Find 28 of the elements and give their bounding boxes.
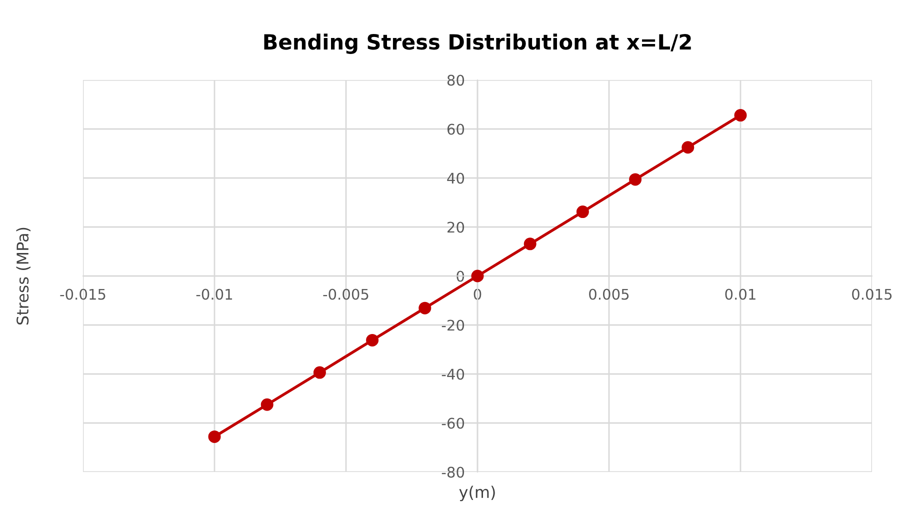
- point: [734, 109, 747, 122]
- chart-title: Bending Stress Distribution at x=L/2: [264, 34, 691, 54]
- y-tick-label: 80: [447, 74, 464, 86]
- x-axis-title: y(m): [459, 486, 495, 502]
- x-tick-label: -0.015: [60, 288, 106, 300]
- x-tick-label: -0.005: [323, 288, 368, 300]
- point: [208, 430, 221, 443]
- point: [576, 206, 589, 218]
- y-tick-label: -40: [442, 368, 464, 380]
- x-tick-label: -0.01: [196, 288, 232, 300]
- point: [682, 141, 694, 154]
- y-tick-label: -60: [442, 418, 464, 429]
- point: [366, 334, 379, 346]
- y-tick-label: -20: [442, 320, 464, 331]
- y-tick-label: 20: [448, 222, 464, 233]
- y-tick-label: 40: [447, 172, 464, 184]
- x-tick-label: 0.015: [852, 288, 892, 300]
- y-tick-label: -80: [442, 466, 464, 478]
- y-axis-title: Stress (MPa): [16, 228, 30, 324]
- y-tick-label: 60: [447, 124, 464, 135]
- point: [471, 270, 484, 282]
- point: [418, 302, 432, 314]
- point: [313, 366, 326, 379]
- point: [629, 173, 642, 186]
- point: [524, 238, 536, 250]
- x-tick-label: 0.01: [725, 288, 756, 300]
- point: [260, 398, 274, 411]
- x-tick-label: 0.005: [589, 288, 629, 300]
